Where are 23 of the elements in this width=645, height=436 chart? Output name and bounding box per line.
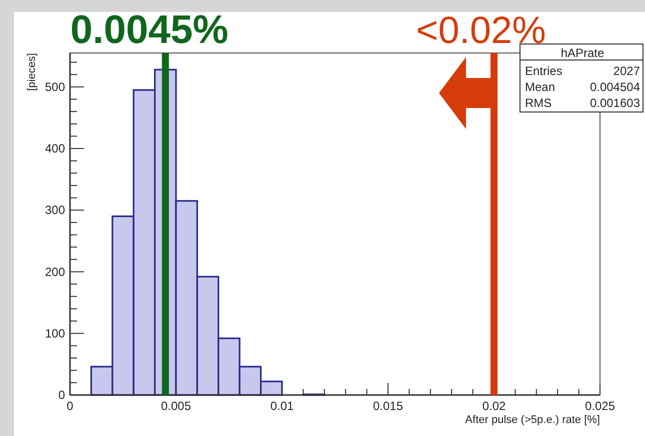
y-axis-title: [pieces]: [26, 53, 38, 91]
ref-line-label: <0.02%: [416, 10, 546, 52]
y-tick-label: 300: [44, 203, 66, 218]
y-tick-label: 400: [44, 142, 66, 156]
x-tick-label: 0.025: [584, 399, 616, 413]
annotation: 0.004504: [590, 80, 640, 94]
text: 2027: [613, 64, 640, 78]
y-tick-label: 200: [44, 264, 66, 279]
annotation: 0.001603: [590, 96, 640, 110]
annotation: Mean: [525, 80, 556, 94]
annotation: Entries: [525, 64, 562, 78]
x-tick-label: 0: [66, 399, 74, 413]
x-tick-label: 0.02: [482, 399, 506, 413]
y-tick-label: 0: [58, 388, 66, 402]
annotation: hAPrate: [560, 46, 605, 60]
x-axis-title: After pulse (>5p.e.) rate [%]: [465, 414, 600, 426]
annotation: RMS: [525, 96, 552, 110]
x-tick-label: 0.01: [270, 399, 294, 413]
y-tick-label: 100: [44, 326, 66, 340]
y-tick-label: 500: [44, 80, 66, 94]
x-tick-label: 0.005: [160, 399, 192, 413]
ref-line-label: 0.0045%: [70, 8, 228, 52]
x-tick-label: 0.015: [372, 399, 404, 413]
